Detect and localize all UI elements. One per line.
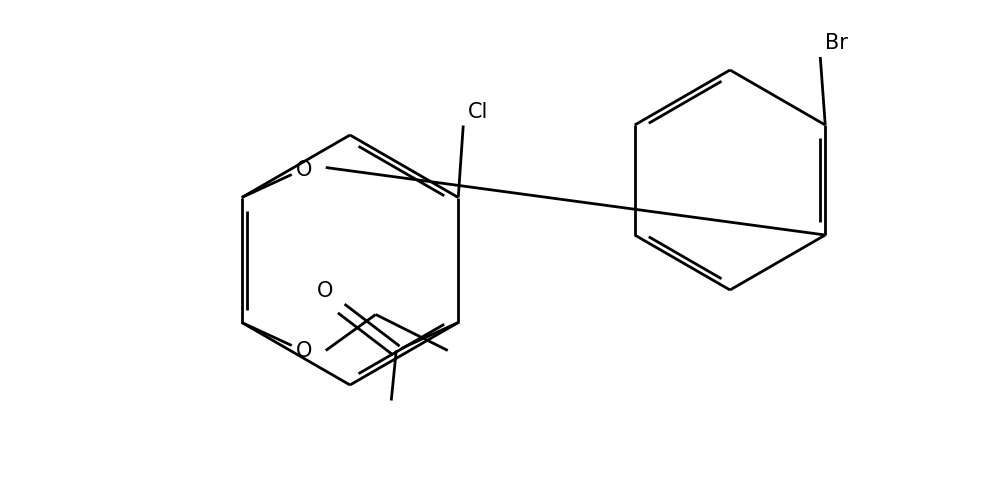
Text: O: O xyxy=(296,160,312,179)
Text: Cl: Cl xyxy=(468,101,489,122)
Text: Br: Br xyxy=(825,33,848,53)
Text: O: O xyxy=(296,341,312,361)
Text: O: O xyxy=(317,280,333,300)
